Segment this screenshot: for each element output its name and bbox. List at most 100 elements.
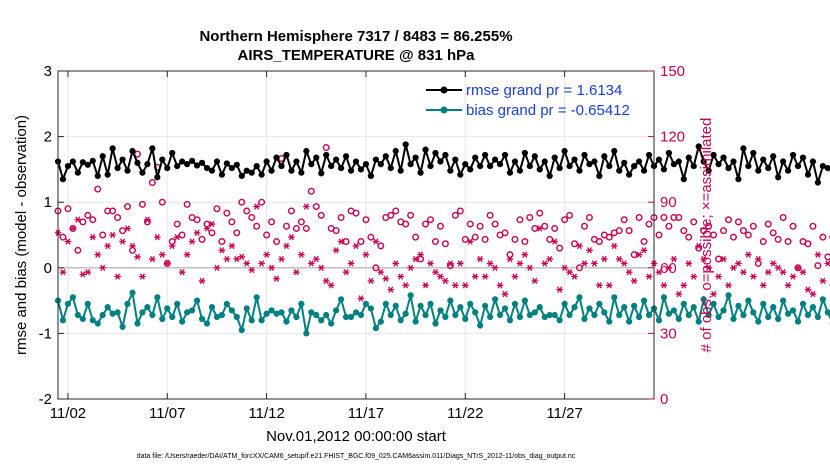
bias-point — [303, 330, 310, 337]
assimilated-obs-point — [824, 260, 830, 267]
possible-obs-point — [59, 233, 67, 241]
assimilated-obs-point — [620, 260, 628, 267]
bias-point — [680, 300, 687, 307]
assimilated-obs-point — [367, 277, 375, 285]
rmse-point — [64, 163, 72, 170]
bias-point — [491, 296, 499, 303]
rmse-point — [149, 145, 156, 152]
rmse-point — [814, 179, 822, 186]
right-tick-label: 90 — [660, 194, 677, 211]
assimilated-obs-point — [491, 264, 499, 271]
assimilated-obs-point — [784, 282, 792, 289]
rmse-point — [323, 151, 330, 159]
rmse-point — [268, 167, 275, 174]
rmse-point — [228, 164, 235, 172]
bias-point — [477, 322, 484, 329]
rmse-point — [243, 167, 250, 174]
possible-obs-point — [282, 222, 290, 230]
bias-point — [164, 305, 171, 312]
assimilated-obs-point — [124, 225, 131, 232]
rmse-point — [328, 163, 335, 170]
bias-point — [690, 304, 697, 311]
rmse-point — [541, 158, 548, 165]
axes-frame — [57, 70, 655, 400]
assimilated-obs-point — [755, 255, 762, 263]
rmse-point — [755, 167, 762, 174]
bias-point — [660, 294, 668, 301]
assimilated-obs-point — [531, 277, 539, 285]
assimilated-obs-point — [750, 273, 757, 280]
bias-point — [114, 309, 121, 316]
assimilated-obs-point — [799, 268, 807, 276]
bias-point — [134, 320, 141, 327]
assimilated-obs-point — [144, 216, 151, 223]
assimilated-obs-point — [645, 273, 653, 280]
rmse-point — [238, 172, 245, 180]
assimilated-obs-point — [452, 282, 459, 289]
bias-point — [745, 297, 752, 304]
assimilated-obs-point — [571, 273, 578, 280]
bias-point — [179, 318, 186, 325]
assimilated-obs-point — [819, 277, 827, 285]
possible-obs-point — [317, 211, 325, 219]
rmse-point — [626, 171, 633, 178]
bias-point — [447, 297, 454, 304]
rmse-point — [432, 149, 439, 157]
bias-point — [333, 307, 340, 314]
possible-obs-point — [64, 205, 72, 213]
possible-obs-point — [213, 205, 221, 213]
assimilated-obs-point — [764, 268, 772, 276]
assimilated-obs-point — [581, 260, 588, 267]
rmse-point — [546, 172, 553, 180]
possible-obs-point — [576, 264, 584, 272]
rmse-point — [675, 158, 682, 165]
assimilated-obs-point — [586, 247, 593, 254]
assimilated-obs-point — [596, 282, 603, 289]
rmse-point — [303, 147, 310, 155]
rmse-point — [442, 151, 449, 159]
assimilated-obs-point — [606, 282, 613, 289]
bias-point — [427, 300, 434, 307]
rmse-point — [134, 159, 141, 166]
bias-point — [616, 311, 623, 319]
rmse-point — [397, 167, 404, 174]
assimilated-obs-point — [432, 268, 439, 276]
bias-point — [357, 311, 365, 319]
rmse-point — [347, 167, 355, 174]
bias-point — [149, 311, 156, 319]
assimilated-obs-point — [327, 282, 335, 289]
bias-point — [64, 300, 72, 307]
rmse-point — [407, 161, 414, 168]
assimilated-obs-point — [154, 234, 161, 241]
bias-point — [775, 315, 782, 323]
bias-point — [308, 309, 315, 316]
possible-obs-point — [233, 229, 241, 237]
assimilated-obs-point — [660, 282, 668, 289]
assimilated-obs-point — [576, 242, 583, 250]
bias-point — [506, 317, 514, 324]
rmse-point — [765, 164, 772, 172]
assimilated-obs-point — [223, 255, 231, 263]
assimilated-obs-point — [705, 264, 712, 271]
rmse-point — [338, 164, 345, 172]
possible-obs-point — [466, 220, 474, 228]
rmse-point — [427, 163, 434, 170]
possible-obs-point — [779, 214, 787, 222]
rmse-point — [606, 163, 613, 170]
bias-point — [208, 304, 216, 311]
possible-obs-point — [680, 227, 688, 235]
bias-point — [412, 318, 419, 325]
bias-point — [566, 311, 573, 319]
bias-point — [541, 313, 548, 321]
assimilated-obs-point — [99, 264, 106, 271]
possible-obs-point — [580, 222, 588, 230]
bias-point — [824, 309, 830, 316]
rmse-point — [770, 153, 777, 160]
rmse-point — [333, 156, 340, 163]
rmse-point — [357, 166, 365, 173]
possible-obs-point — [402, 220, 410, 228]
rmse-point — [819, 163, 826, 170]
rmse-point — [298, 169, 305, 176]
rmse-point — [695, 143, 702, 150]
assimilated-obs-point — [774, 264, 782, 271]
